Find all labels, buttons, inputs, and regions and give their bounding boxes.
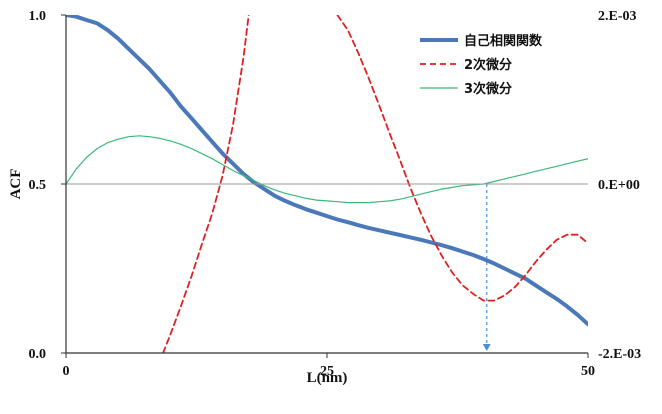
legend-label-3: 3次微分 <box>464 81 512 97</box>
legend-label-2: 2次微分 <box>464 57 512 73</box>
y2-tick-label: 0.E+00 <box>598 178 640 193</box>
series-line-1 <box>66 15 588 327</box>
series-line-2 <box>162 15 588 353</box>
y-axis-title: ACF <box>8 169 24 200</box>
x-tick-label: 0 <box>63 364 70 379</box>
tick-labels: 0 25 50 0.0 0.5 1.0 -2.E-03 0.E+00 2.E-03 <box>29 9 642 379</box>
y2-tick-label: 2.E-03 <box>598 9 637 24</box>
axes <box>61 14 589 358</box>
series-group <box>66 15 588 353</box>
y2-tick-label: -2.E-03 <box>598 347 641 362</box>
x-tick-label: 50 <box>581 364 595 379</box>
y-tick-label: 1.0 <box>29 9 47 24</box>
x-axis-title: L(nm) <box>307 370 348 386</box>
y-tick-label: 0.5 <box>29 178 47 193</box>
plot-area <box>66 15 588 353</box>
y-tick-label: 0.0 <box>29 347 47 362</box>
x-tick-label: 25 <box>320 364 334 379</box>
marker-arrow-head <box>482 344 491 351</box>
legend: 自己相関関数 2次微分 3次微分 <box>420 33 543 97</box>
legend-label-1: 自己相関関数 <box>464 33 543 49</box>
series-line-3 <box>66 135 588 204</box>
